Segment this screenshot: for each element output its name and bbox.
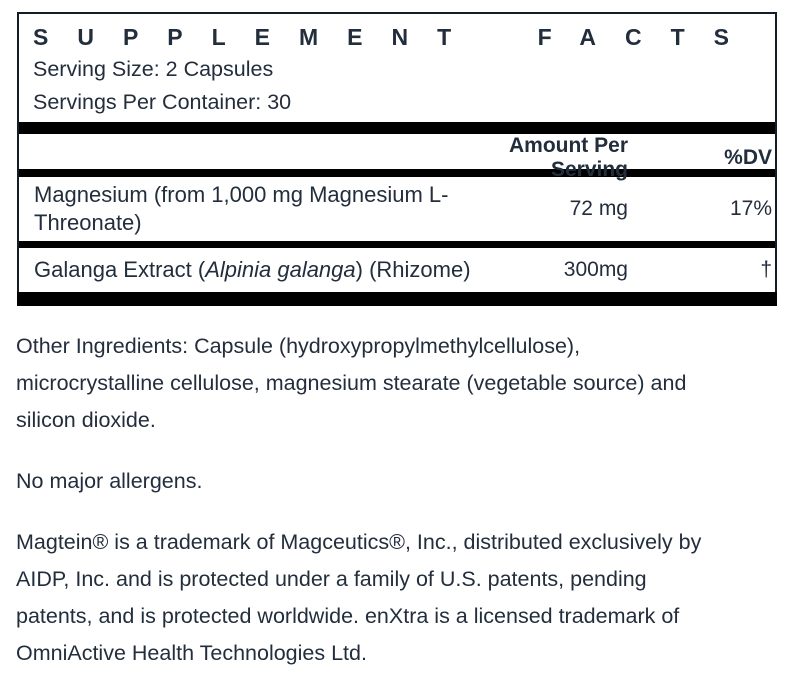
divider-bar-row <box>19 241 775 248</box>
ingredient-name: Magnesium (from 1,000 mg Magnesium L- Th… <box>34 182 449 235</box>
supplement-facts-panel: SUPPLEMENT FACTS Serving Size: 2 Capsule… <box>17 12 777 292</box>
divider-bar-bottom <box>17 292 777 306</box>
table-row-galanga: Galanga Extract (Alpinia galanga) (Rhizo… <box>19 248 775 292</box>
allergens-paragraph: No major allergens. <box>16 469 203 493</box>
ingredient-amount: 72 mg <box>569 197 628 220</box>
ingredient-name: Galanga Extract (Alpinia galanga) (Rhizo… <box>19 258 478 282</box>
ingredient-name-prefix: Galanga Extract ( <box>34 257 206 282</box>
divider-bar-header <box>19 169 775 177</box>
header-percent-dv: %DV <box>724 146 772 169</box>
ingredient-dv: 17% <box>729 197 772 220</box>
serving-size: Serving Size: 2 Capsules <box>33 57 274 81</box>
trademark-paragraph: Magtein® is a trademark of Magceutics®, … <box>16 530 702 665</box>
table-row-magnesium: Magnesium (from 1,000 mg Magnesium L- Th… <box>19 177 775 241</box>
table-header-row: Amount Per Serving %DV <box>19 134 775 181</box>
ingredient-name-suffix: ) (Rhizome) <box>355 257 471 282</box>
serving-info: Serving Size: 2 Capsules Servings Per Co… <box>19 53 775 122</box>
header-amount-per-serving: Amount Per Serving <box>508 134 628 181</box>
supplement-facts-title: SUPPLEMENT FACTS <box>33 24 758 50</box>
ingredient-name-latin: Alpinia galanga <box>205 257 356 282</box>
label-body-text: Other Ingredients: Capsule (hydroxypropy… <box>0 306 791 672</box>
ingredient-dv-dagger: † <box>760 258 772 281</box>
other-ingredients-paragraph: Other Ingredients: Capsule (hydroxypropy… <box>16 334 687 432</box>
servings-per-container: Servings Per Container: 30 <box>33 90 292 114</box>
ingredient-amount: 300mg <box>563 258 628 281</box>
divider-bar-top <box>19 122 775 134</box>
